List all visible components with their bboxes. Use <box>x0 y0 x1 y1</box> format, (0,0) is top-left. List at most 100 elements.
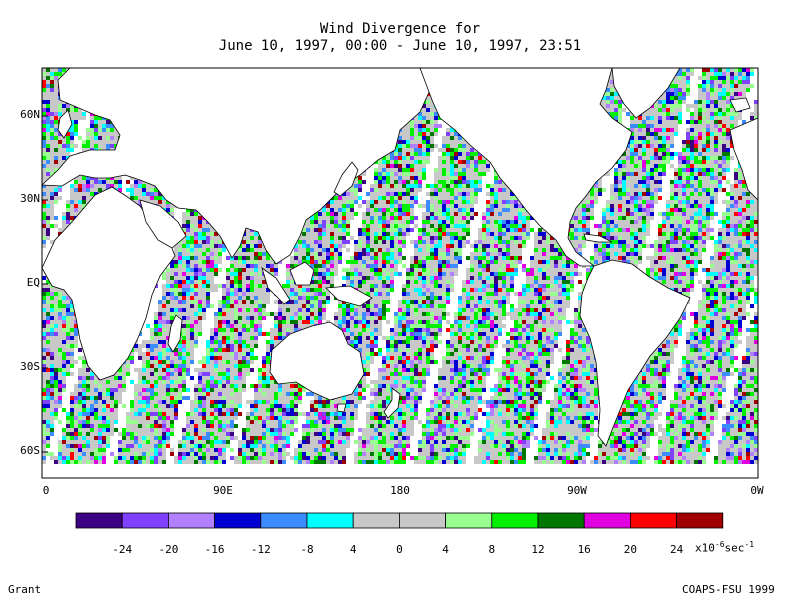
divergence-cell <box>358 176 362 180</box>
divergence-cell <box>650 120 654 124</box>
divergence-cell <box>610 188 614 192</box>
divergence-cell <box>650 172 654 176</box>
divergence-cell <box>426 192 430 196</box>
divergence-cell <box>46 100 50 104</box>
divergence-cell <box>50 168 54 172</box>
divergence-cell <box>50 196 54 200</box>
divergence-cell <box>722 116 726 120</box>
divergence-cell <box>46 192 50 196</box>
divergence-cell <box>58 148 62 152</box>
divergence-cell <box>702 68 706 72</box>
divergence-cell <box>66 104 70 108</box>
divergence-cell <box>710 156 714 160</box>
divergence-cell <box>486 164 490 168</box>
divergence-cell <box>398 172 402 176</box>
divergence-cell <box>414 156 418 160</box>
divergence-cell <box>734 72 738 76</box>
divergence-cell <box>666 108 670 112</box>
divergence-cell <box>126 180 130 184</box>
divergence-cell <box>606 100 610 104</box>
divergence-cell <box>662 132 666 136</box>
divergence-cell <box>754 108 758 112</box>
divergence-cell <box>650 188 654 192</box>
divergence-cell <box>650 132 654 136</box>
divergence-cell <box>706 192 710 196</box>
divergence-cell <box>434 184 438 188</box>
divergence-cell <box>50 128 54 132</box>
divergence-cell <box>726 128 730 132</box>
divergence-cell <box>450 172 454 176</box>
divergence-cell <box>54 108 58 112</box>
divergence-cell <box>74 144 78 148</box>
divergence-cell <box>710 176 714 180</box>
divergence-cell <box>458 172 462 176</box>
divergence-cell <box>62 68 66 72</box>
divergence-cell <box>54 92 58 96</box>
divergence-cell <box>702 184 706 188</box>
divergence-cell <box>442 148 446 152</box>
divergence-cell <box>498 180 502 184</box>
divergence-cell <box>394 180 398 184</box>
divergence-cell <box>702 96 706 100</box>
divergence-cell <box>426 144 430 148</box>
divergence-cell <box>478 164 482 168</box>
divergence-cell <box>42 80 46 84</box>
divergence-cell <box>378 176 382 180</box>
divergence-cell <box>642 144 646 148</box>
divergence-cell <box>738 172 742 176</box>
divergence-cell <box>458 164 462 168</box>
divergence-cell <box>414 124 418 128</box>
divergence-cell <box>698 132 702 136</box>
divergence-cell <box>610 192 614 196</box>
divergence-cell <box>42 120 46 124</box>
divergence-cell <box>726 152 730 156</box>
divergence-cell <box>502 184 506 188</box>
divergence-cell <box>46 148 50 152</box>
divergence-cell <box>426 156 430 160</box>
divergence-cell <box>710 144 714 148</box>
divergence-cell <box>694 104 698 108</box>
divergence-cell <box>470 188 474 192</box>
divergence-cell <box>42 68 46 72</box>
divergence-cell <box>46 128 50 132</box>
divergence-cell <box>714 164 718 168</box>
divergence-cell <box>710 180 714 184</box>
divergence-cell <box>642 168 646 172</box>
divergence-cell <box>734 120 738 124</box>
divergence-cell <box>642 184 646 188</box>
divergence-cell <box>394 172 398 176</box>
divergence-cell <box>666 112 670 116</box>
divergence-cell <box>642 140 646 144</box>
divergence-cell <box>678 120 682 124</box>
divergence-cell <box>390 192 394 196</box>
divergence-cell <box>442 176 446 180</box>
divergence-cell <box>726 144 730 148</box>
divergence-cell <box>654 176 658 180</box>
divergence-cell <box>402 188 406 192</box>
divergence-cell <box>650 176 654 180</box>
divergence-cell <box>698 108 702 112</box>
divergence-cell <box>426 100 430 104</box>
divergence-cell <box>618 112 622 116</box>
divergence-cell <box>690 192 694 196</box>
divergence-cell <box>658 188 662 192</box>
divergence-cell <box>378 160 382 164</box>
divergence-cell <box>82 116 86 120</box>
divergence-cell <box>638 136 642 140</box>
divergence-cell <box>450 188 454 192</box>
divergence-cell <box>630 144 634 148</box>
divergence-cell <box>422 116 426 120</box>
divergence-cell <box>718 100 722 104</box>
divergence-cell <box>626 156 630 160</box>
divergence-cell <box>682 176 686 180</box>
divergence-cell <box>646 140 650 144</box>
divergence-cell <box>430 112 434 116</box>
divergence-cell <box>738 76 742 80</box>
divergence-cell <box>450 128 454 132</box>
divergence-cell <box>50 148 54 152</box>
divergence-cell <box>630 132 634 136</box>
divergence-cell <box>706 76 710 80</box>
divergence-cell <box>738 192 742 196</box>
divergence-cell <box>638 172 642 176</box>
divergence-cell <box>702 72 706 76</box>
